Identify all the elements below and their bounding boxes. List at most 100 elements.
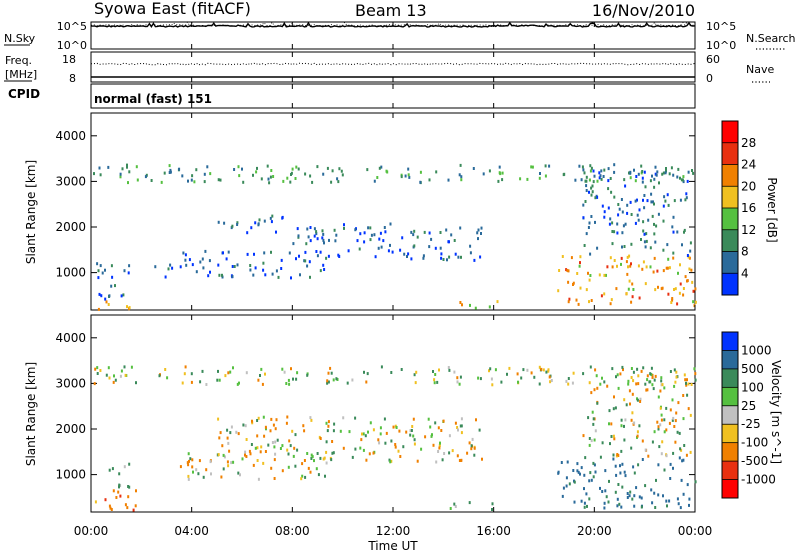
power-cell: [440, 252, 443, 256]
velocity-cell: [623, 424, 625, 428]
power-cell: [627, 287, 630, 291]
power-cell: [460, 178, 463, 182]
velocity-cell: [584, 456, 587, 460]
power-cell: [592, 169, 595, 173]
velocity-cell: [635, 486, 638, 490]
velocity-cell: [676, 497, 679, 501]
velocity-cell: [372, 451, 375, 455]
velocity-cell: [261, 382, 264, 386]
velocity-cell: [603, 380, 606, 384]
power-cell: [641, 267, 644, 271]
velocity-cell: [379, 426, 382, 430]
velocity-cell: [633, 421, 636, 425]
power-cell: [188, 258, 191, 262]
velocity-cell: [335, 377, 338, 381]
power-cell: [98, 292, 101, 296]
velocity-cell: [694, 480, 697, 484]
velocity-cell: [134, 504, 137, 508]
velocity-cell: [481, 457, 483, 461]
power-cell: [653, 232, 656, 236]
power-cell: [655, 224, 658, 228]
velocity-cell: [489, 367, 492, 371]
power-cell: [401, 236, 404, 240]
power-cell: [369, 238, 372, 242]
power-cell: [218, 273, 221, 277]
velocity-cell: [218, 436, 221, 440]
power-colorbar-tick-label: 20: [741, 179, 756, 193]
power-cell: [389, 243, 391, 247]
velocity-cell: [437, 450, 440, 453]
power-cell: [660, 287, 663, 291]
power-cell: [652, 270, 655, 274]
power-cell: [579, 286, 582, 290]
velocity-cell: [454, 505, 457, 508]
power-cell: [201, 257, 204, 261]
power-cell: [641, 180, 644, 184]
velocity-cell: [638, 495, 641, 499]
time-tick-label-1: 04:00: [174, 524, 209, 538]
velocity-cell: [191, 465, 194, 469]
velocity-cell: [412, 417, 415, 421]
power-cell: [582, 216, 585, 220]
velocity-cell: [616, 497, 619, 501]
power-cell: [482, 172, 485, 176]
velocity-cell: [451, 449, 454, 453]
power-cell: [241, 167, 243, 171]
velocity-cell: [548, 375, 551, 379]
velocity-cell: [633, 494, 636, 498]
power-cell: [107, 165, 110, 169]
velocity-cell: [365, 380, 368, 384]
power-cell: [557, 289, 560, 293]
power-cell: [596, 195, 599, 199]
power-cell: [631, 295, 634, 299]
power-cell: [460, 175, 463, 179]
velocity-cell: [288, 382, 291, 386]
velocity-cell: [453, 502, 456, 506]
power-cell: [617, 213, 620, 217]
velocity-cell: [217, 417, 220, 421]
velocity-cell: [351, 378, 354, 382]
velocity-colorbar-seg: [722, 479, 738, 498]
power-cell: [668, 266, 671, 270]
power-cell: [585, 175, 588, 179]
power-cell: [178, 167, 181, 171]
power-cell: [585, 232, 588, 236]
power-cell: [679, 176, 681, 180]
velocity-cell: [557, 470, 560, 474]
velocity-cell: [219, 431, 222, 435]
velocity-cell: [616, 504, 619, 508]
nave-series-line: [90, 62, 696, 66]
power-cell: [592, 180, 595, 184]
velocity-cell: [516, 372, 519, 376]
power-cell: [644, 185, 647, 189]
velocity-cell: [263, 434, 266, 438]
velocity-colorbar: -1000 -500 -100 -25 25 100 500 1000: [721, 331, 776, 499]
power-cell: [107, 303, 110, 306]
velocity-data: [93, 365, 697, 512]
power-cell: [319, 269, 322, 273]
velocity-cell: [637, 382, 640, 386]
power-cell: [609, 217, 612, 221]
power-cell: [588, 221, 591, 225]
power-ytick-label-2: 3000: [55, 174, 86, 188]
velocity-cell: [491, 502, 494, 506]
noise-right-label: N.Search: [746, 32, 796, 45]
power-cell: [607, 179, 610, 183]
velocity-cell: [416, 459, 419, 463]
power-panel: Slant Range [km] 1000 2000 3000 4000 4 8 12 16…: [24, 112, 779, 311]
velocity-cell: [283, 370, 286, 374]
power-cell: [637, 172, 640, 176]
velocity-cell: [300, 477, 303, 481]
power-cell: [167, 267, 170, 271]
velocity-cell: [237, 471, 240, 475]
velocity-cell: [96, 372, 99, 375]
power-cell: [544, 174, 547, 178]
velocity-cell: [686, 483, 689, 487]
velocity-cell: [256, 446, 259, 450]
velocity-cell: [309, 416, 312, 420]
power-cell: [269, 175, 272, 179]
date-title: 16/Nov/2010: [592, 1, 695, 20]
power-cell: [644, 282, 647, 286]
power-cell: [692, 300, 695, 304]
velocity-cell: [232, 366, 234, 370]
